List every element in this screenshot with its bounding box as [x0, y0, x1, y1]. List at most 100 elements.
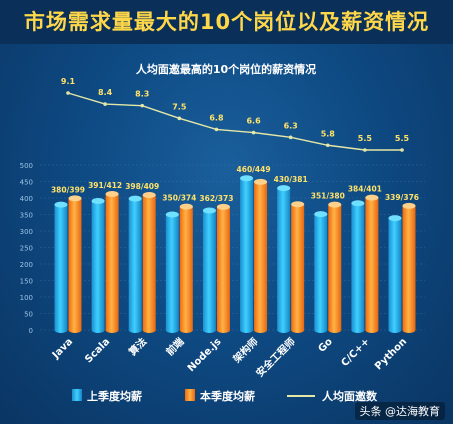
line-point: [103, 102, 107, 106]
bar-3-current-top: [179, 203, 193, 210]
line-data-label: 5.5: [358, 134, 373, 143]
bar-7-previous-top: [314, 211, 328, 218]
line-data-label: 5.8: [321, 129, 336, 138]
bar-3-current-base: [179, 327, 193, 333]
bar-5-current-body: [254, 181, 268, 330]
bar-4-current: [216, 203, 230, 333]
y-tick-label: 300: [20, 228, 33, 236]
y-tick-label: 500: [20, 162, 33, 170]
line-point: [400, 148, 404, 152]
bar-8-current-body: [365, 197, 379, 330]
y-tick-label: 150: [20, 278, 33, 286]
bar-5-current-top: [254, 178, 268, 185]
legend-label-current: 本季度均薪: [200, 390, 255, 403]
bar-8-previous-top: [351, 200, 365, 207]
bar-9-current-base: [402, 327, 416, 333]
bar-5-current-base: [254, 327, 268, 333]
line-point: [214, 127, 219, 132]
bar-8-current-top: [365, 194, 379, 201]
x-tick-label: Go: [316, 336, 335, 355]
bar-data-label: 384/401: [348, 185, 382, 194]
page-title: 市场需求量最大的10个岗位以及薪资情况: [0, 0, 453, 44]
bar-9-current-body: [402, 205, 416, 330]
bar-data-label: 350/374: [162, 194, 196, 203]
bar-9-previous-body: [388, 218, 402, 330]
y-tick-label: 250: [20, 245, 33, 253]
bar-5-previous: [240, 175, 254, 333]
bar-6-previous-top: [277, 185, 291, 192]
bar-2-previous-base: [128, 327, 142, 333]
bar-4-current-body: [216, 206, 230, 330]
bar-7-current: [328, 201, 342, 333]
legend-label-previous: 上季度均薪: [87, 390, 142, 403]
bar-6-previous: [277, 185, 291, 333]
bar-6-current-body: [291, 204, 305, 330]
bar-data-label: 339/376: [385, 193, 419, 202]
bar-2-current: [142, 192, 156, 333]
bar-0-previous-top: [54, 201, 68, 208]
bar-2-previous-top: [128, 195, 142, 202]
bar-1-current-body: [105, 194, 119, 330]
bar-9-current: [402, 202, 416, 333]
bar-4-current-base: [216, 327, 230, 333]
bar-8-current: [365, 194, 379, 333]
bar-1-current: [105, 191, 119, 333]
x-tick-label: 架构师: [230, 335, 261, 366]
y-tick-label: 400: [20, 195, 33, 203]
line-data-label: 8.4: [98, 88, 113, 97]
bar-9-current-top: [402, 202, 416, 209]
bar-2-current-top: [142, 192, 156, 199]
bar-8-previous-base: [351, 327, 365, 333]
line-point: [140, 103, 145, 108]
chart-subtitle: 人均面邀最高的10个岗位的薪资情况: [136, 62, 316, 76]
bar-data-label: 430/381: [274, 175, 308, 184]
x-tick-label: Java: [50, 336, 75, 361]
x-tick-label: Node.js: [186, 336, 224, 374]
bar-1-previous-base: [91, 327, 105, 333]
x-tick-label: Python: [373, 336, 409, 372]
bar-6-current-base: [291, 327, 305, 333]
line-data-label: 8.3: [135, 90, 149, 99]
bar-9-previous: [388, 215, 402, 333]
y-tick-label: 0: [29, 327, 33, 335]
bar-2-current-body: [142, 195, 156, 330]
bar-data-label: 362/373: [199, 194, 233, 203]
bar-0-current-body: [68, 198, 82, 330]
bar-0-previous-base: [54, 327, 68, 333]
bar-1-previous-top: [91, 197, 105, 204]
bar-4-previous-body: [202, 210, 216, 330]
y-tick-label: 50: [24, 311, 33, 319]
bar-7-current-base: [328, 327, 342, 333]
bar-0-current-top: [68, 195, 82, 202]
bar-6-current: [291, 201, 305, 333]
bar-0-current: [68, 195, 82, 333]
bar-6-previous-base: [277, 327, 291, 333]
line-point: [363, 148, 367, 152]
line-data-label: 6.8: [209, 113, 224, 122]
bar-6-previous-body: [277, 188, 291, 330]
legend-label-line: 人均面邀数: [322, 390, 377, 403]
line-data-label: 7.5: [172, 102, 187, 111]
line-data-label: 5.5: [395, 134, 410, 143]
bar-4-previous-base: [202, 327, 216, 333]
line-point: [288, 135, 293, 140]
bar-data-label: 351/380: [311, 192, 345, 201]
bar-1-current-base: [105, 327, 119, 333]
bar-5-previous-body: [240, 178, 254, 330]
line-data-label: 9.1: [61, 77, 76, 86]
legend-line-swatch: [287, 395, 315, 397]
bar-7-current-top: [328, 201, 342, 208]
x-tick-label: Scala: [83, 336, 112, 365]
bar-0-previous-body: [54, 204, 68, 330]
bar-3-previous-base: [165, 327, 179, 333]
bar-4-current-top: [216, 203, 230, 210]
x-tick-label: 前端: [163, 335, 186, 358]
bar-9-previous-base: [388, 327, 402, 333]
y-tick-label: 350: [20, 212, 33, 220]
bar-9-previous-top: [388, 215, 402, 222]
y-tick-label: 450: [20, 179, 33, 187]
bar-1-previous-body: [91, 200, 105, 330]
y-tick-label: 100: [20, 294, 33, 302]
